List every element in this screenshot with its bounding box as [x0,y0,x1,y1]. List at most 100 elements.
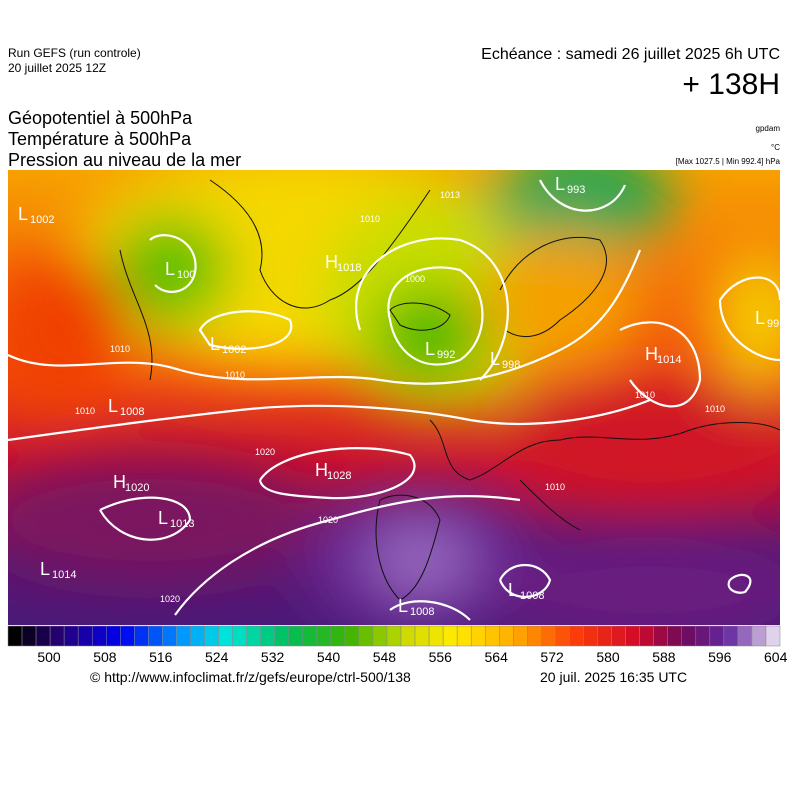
colorbar-swatch [21,625,37,647]
colorbar-swatch [681,625,697,647]
timestamp: 20 juil. 2025 16:35 UTC [540,669,688,685]
pressure-center-type: L [490,349,500,369]
colorbar-label: 500 [37,649,61,665]
pressure-center-type: L [425,339,435,359]
pressure-center-value: 1013 [170,518,194,530]
pressure-center-type: L [165,259,175,279]
run-date: 20 juillet 2025 12Z [8,61,107,75]
pressure-center-value: 99 [767,318,779,330]
colorbar-swatch [204,625,219,647]
colorbar-swatch [625,625,640,647]
colorbar-swatch [288,625,304,647]
colorbar-swatch [667,625,682,647]
isobar-label: 1010 [75,406,95,416]
colorbar-swatch [541,625,556,647]
colorbar-swatch [723,625,739,647]
colorbar-swatch [555,625,570,647]
colorbar-swatch [49,625,65,647]
colorbar-swatch [751,625,767,647]
colorbar: 500 508 516 524 532 540 548 556 564 572 580 588 596 6… [7,625,788,665]
colorbar-swatch [162,625,177,647]
colorbar-swatch [358,625,374,647]
colorbar-label: 532 [261,649,285,665]
unit: [Max 1027.5 | Min 992.4] hPa [675,157,780,166]
pressure-center-value: 1008 [120,406,144,418]
colorbar-label: 516 [149,649,173,665]
colorbar-swatch [330,625,346,647]
colorbar-swatch [260,625,275,647]
colorbar-swatch [246,625,261,647]
pressure-center-type: H [645,344,658,364]
pressure-center-value: 1018 [337,262,361,274]
pressure-center-value: 1014 [657,354,681,366]
isobar-label: 1020 [255,447,275,457]
pressure-center-type: L [555,174,565,194]
pressure-center-value: 1008 [410,606,434,618]
pressure-center-type: L [40,559,50,579]
pressure-center-value: 992 [437,349,455,361]
title: Géopotentiel à 500hPa [8,108,193,128]
colorbar-swatch [148,625,163,647]
unit: gpdam [755,124,780,133]
pressure-center-value: 1020 [125,482,149,494]
colorbar-swatch [442,625,458,647]
colorbar-swatch [134,625,149,647]
colorbar-swatch [737,625,753,647]
colorbar-label: 604 [764,649,788,665]
pressure-center-value: 100 [177,269,195,281]
colorbar-swatch [400,625,416,647]
source-url: © http://www.infoclimat.fr/z/gefs/europe… [90,669,411,685]
colorbar-label: 588 [652,649,676,665]
colorbar-swatch [232,625,247,647]
colorbar-swatch [372,625,388,647]
pressure-center-type: H [315,460,328,480]
colorbar-label: 564 [485,649,509,665]
colorbar-swatch [190,625,205,647]
colorbar-swatch [527,625,542,647]
colorbar-swatch [120,625,135,647]
isobar-label: 1010 [545,482,565,492]
pressure-center-type: H [325,252,338,272]
isobar-label: 1010 [360,214,380,224]
colorbar-swatch [456,625,472,647]
pressure-center-type: L [508,580,518,600]
pressure-center-value: 998 [502,359,520,371]
colorbar-label: 540 [317,649,341,665]
colorbar-swatch [499,625,514,647]
colorbar-label: 556 [429,649,453,665]
colorbar-label: 548 [373,649,397,665]
pressure-center-value: 993 [567,184,585,196]
colorbar-swatch [91,625,107,647]
colorbar-swatch [63,625,79,647]
isobar-label: 1010 [110,344,130,354]
colorbar-swatch [470,625,486,647]
colorbar-label: 508 [93,649,117,665]
pressure-center-value: 1008 [520,590,544,602]
colorbar-swatch [583,625,598,647]
echeance: Echéance : samedi 26 juillet 2025 6h UTC [481,46,780,63]
isobar-label: 1020 [160,594,180,604]
colorbar-swatch [513,625,528,647]
colorbar-swatch [218,625,233,647]
colorbar-swatch [709,625,725,647]
lead-time: + 138H [682,68,780,101]
isobar-label: 1010 [705,404,725,414]
colorbar-swatch [414,625,430,647]
colorbar-swatch [77,625,93,647]
colorbar-swatch [316,625,332,647]
colorbar-swatch [765,625,781,647]
colorbar-swatch [386,625,402,647]
isobar-label: 1000 [405,274,425,284]
pressure-center-type: L [18,204,28,224]
colorbar-label: 596 [708,649,732,665]
pressure-center-value: 1002 [222,344,246,356]
colorbar-swatch [428,625,444,647]
pressure-center-type: L [108,396,118,416]
pressure-center-type: L [398,596,408,616]
pressure-center-type: L [158,508,168,528]
pressure-center-value: 1028 [327,470,351,482]
run-name: Run GEFS (run controle) [8,46,141,60]
